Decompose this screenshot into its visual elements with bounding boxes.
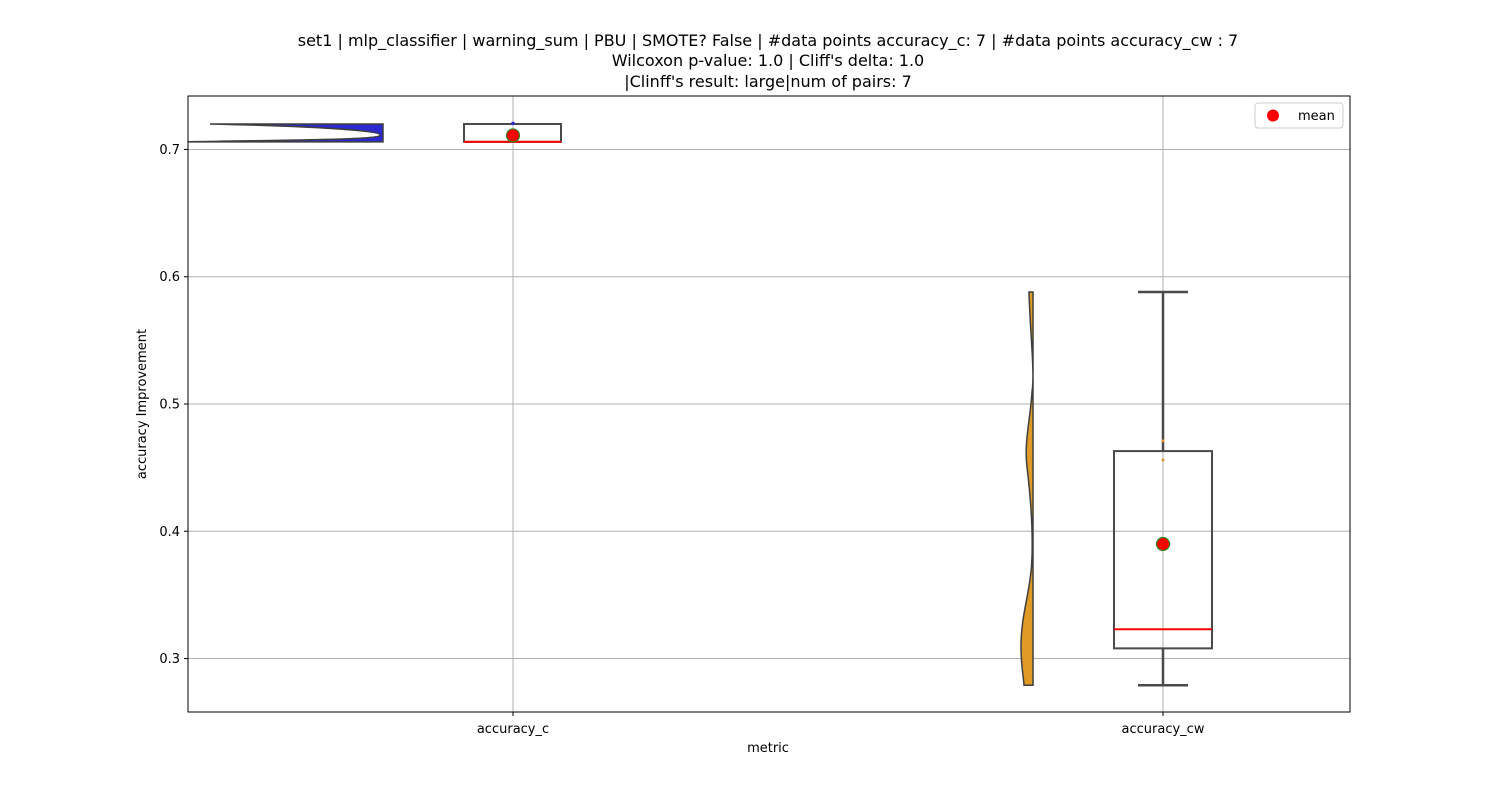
legend-mean-marker [1267,109,1279,122]
x-tick-label: accuracy_cw [1122,722,1205,737]
legend-box [1254,102,1344,129]
y-tick-label: 0.6 [159,270,180,285]
chart-title-line-3: |Clinff's result: large|num of pairs: 7 [624,72,912,91]
violin-accuracy_cw [1020,291,1034,687]
mean-marker [505,128,521,143]
data-point [511,121,515,126]
y-tick-label: 0.7 [159,143,180,158]
chart-title-line-2: Wilcoxon p-value: 1.0 | Cliff's delta: 1… [611,51,925,70]
y-tick-label: 0.4 [159,525,180,540]
marks-layer [187,121,1213,687]
chart-title-line-1: set1 | mlp_classifier | warning_sum | PB… [297,31,1239,50]
legend: mean [1254,102,1344,129]
grid-layer [188,96,1350,712]
data-point [1161,458,1165,462]
mean-marker [1155,536,1171,552]
legend-mean-label: mean [1298,109,1335,124]
y-tick-label: 0.5 [159,398,180,413]
ticks-layer: 0.3 0.4 0.5 0.6 0.7 accuracy_c accuracy_cw [159,143,1205,737]
y-tick-label: 0.3 [159,652,180,667]
violin-accuracy_c [187,123,384,143]
x-tick-label: accuracy_c [477,722,549,737]
y-axis-label: accuracy Improvement [135,329,150,479]
data-point [1161,439,1165,443]
box-accuracy_cw [1113,450,1213,650]
x-axis-label: metric [747,741,789,756]
